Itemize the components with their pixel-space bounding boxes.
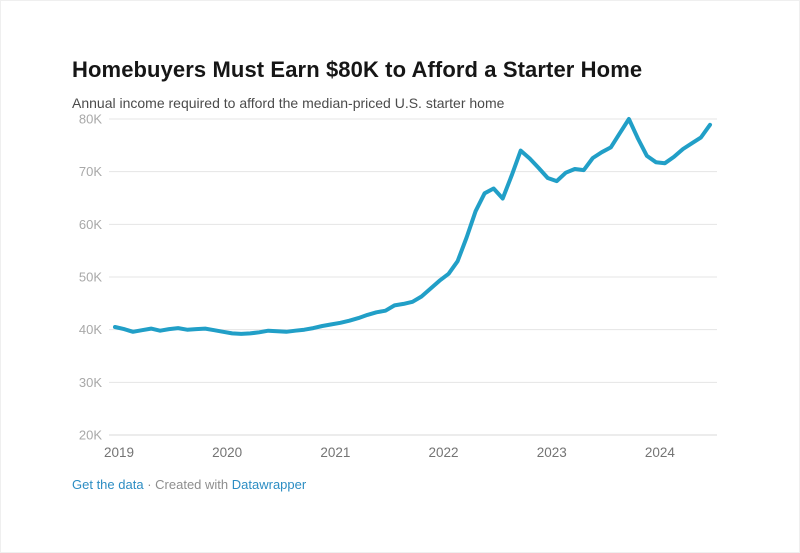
- x-tick-label-2022: 2022: [429, 445, 459, 460]
- chart-footer: Get the data · Created with Datawrapper: [72, 477, 306, 492]
- y-tick-label-60K: 60K: [79, 217, 102, 232]
- y-tick-label-30K: 30K: [79, 375, 102, 390]
- chart-title: Homebuyers Must Earn $80K to Afford a St…: [72, 56, 643, 82]
- y-tick-label-70K: 70K: [79, 164, 102, 179]
- y-tick-label-50K: 50K: [79, 270, 102, 285]
- datawrapper-link[interactable]: Datawrapper: [231, 477, 307, 492]
- x-tick-label-2019: 2019: [104, 445, 134, 460]
- chart-subtitle: Annual income required to afford the med…: [72, 95, 505, 111]
- get-the-data-link[interactable]: Get the data: [72, 477, 144, 492]
- income-line-path: [113, 117, 712, 336]
- income-line-chart: 20K 30K 40K 50K 60K 70K 80K 2019 2020 2021 2022 202…: [79, 112, 717, 460]
- footer-dot: ·: [147, 477, 152, 492]
- footer-credit-text: Created with: [155, 477, 229, 492]
- x-tick-label-2020: 2020: [212, 445, 242, 460]
- x-tick-label-2023: 2023: [537, 445, 567, 460]
- y-tick-label-20K: 20K: [79, 428, 102, 443]
- y-tick-label-40K: 40K: [79, 322, 102, 337]
- y-tick-label-80K: 80K: [79, 112, 102, 127]
- x-tick-label-2021: 2021: [320, 445, 350, 460]
- x-tick-label-2024: 2024: [645, 445, 676, 460]
